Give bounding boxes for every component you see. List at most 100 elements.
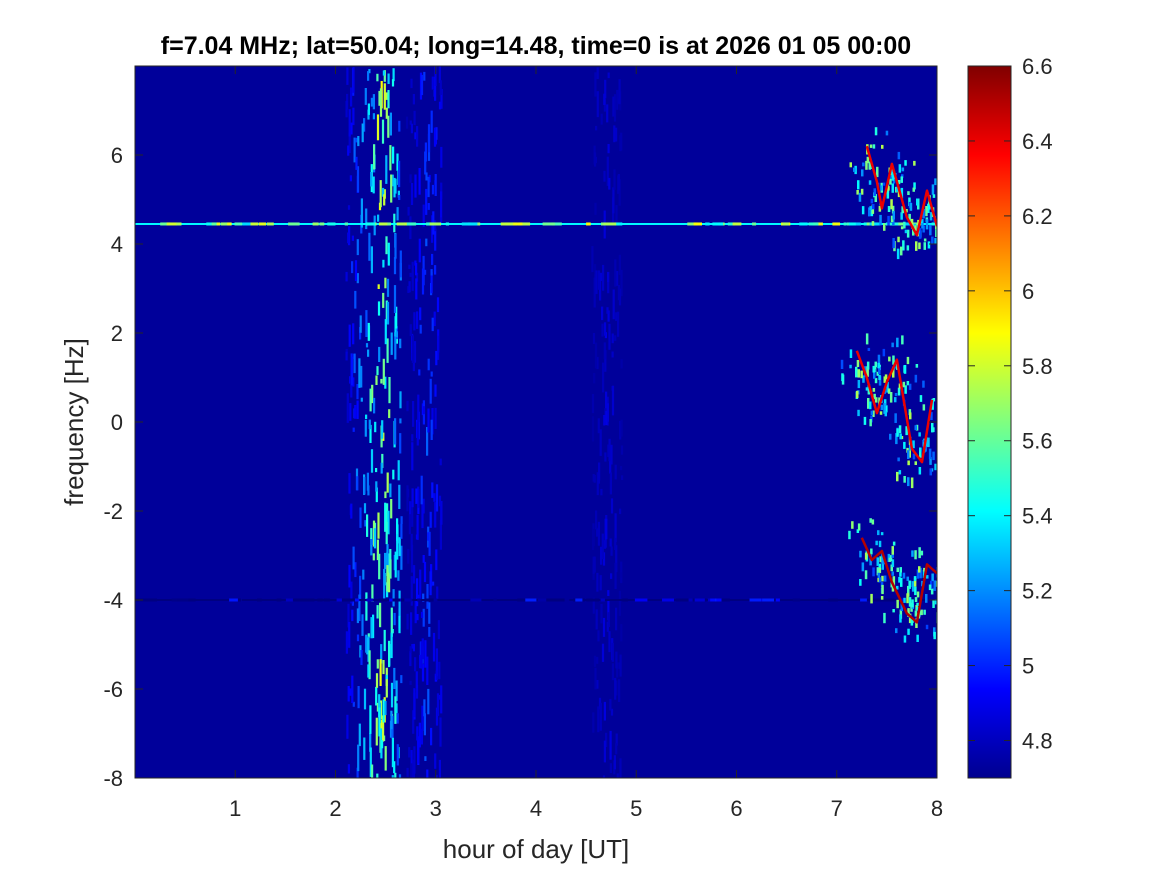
heatmap-cell — [431, 482, 434, 498]
heatmap-cell — [613, 94, 617, 122]
heatmap-cell — [925, 624, 929, 630]
line-segment — [898, 222, 906, 226]
heatmap-cell — [348, 324, 351, 347]
heatmap-cell — [356, 239, 359, 256]
heatmap-cell — [620, 269, 623, 297]
heatmap-cell — [896, 599, 899, 609]
heatmap-cell — [411, 644, 414, 649]
heatmap-cell — [620, 419, 623, 437]
heatmap-feature-doppler-trace — [849, 127, 937, 260]
heatmap-cell — [925, 206, 928, 217]
heatmap-cell — [434, 66, 437, 86]
heatmap-cell — [431, 184, 435, 195]
heatmap-cell — [439, 520, 442, 550]
heatmap-cell — [864, 552, 868, 560]
heatmap-cell — [912, 453, 916, 460]
heatmap-cell — [610, 444, 613, 465]
heatmap-cell — [384, 491, 387, 499]
heatmap-cell — [892, 238, 895, 249]
heatmap-cell — [382, 187, 385, 197]
heatmap-cell — [931, 423, 934, 433]
line-segment — [445, 222, 449, 226]
heatmap-cell — [914, 550, 917, 560]
heatmap-cell — [951, 556, 954, 560]
heatmap-cell — [869, 206, 872, 210]
heatmap-cell — [603, 98, 606, 112]
heatmap-cell — [889, 178, 892, 185]
heatmap-cell — [848, 530, 851, 540]
heatmap-cell — [376, 73, 379, 82]
heatmap-cell — [941, 390, 944, 396]
heatmap-cell — [615, 312, 618, 321]
heatmap-cell — [872, 144, 876, 149]
heatmap-cell — [409, 174, 412, 183]
heatmap-cell — [599, 429, 602, 456]
heatmap-cell — [857, 180, 860, 190]
heatmap-cell — [883, 223, 886, 231]
heatmap-cell — [394, 332, 397, 360]
line-segment — [694, 598, 705, 602]
heatmap-cell — [349, 175, 352, 182]
heatmap-cell — [607, 144, 610, 154]
heatmap-cell — [892, 541, 896, 546]
heatmap-cell — [615, 651, 618, 669]
heatmap-cell — [410, 576, 413, 606]
heatmap-cell — [840, 359, 844, 369]
heatmap-cell — [598, 462, 601, 481]
heatmap-cell — [908, 409, 912, 416]
heatmap-cell — [878, 577, 882, 583]
heatmap-cell — [603, 170, 606, 182]
heatmap-cell — [868, 161, 871, 170]
heatmap-cell — [345, 351, 348, 361]
heatmap-cell — [440, 191, 443, 221]
heatmap-cell — [940, 444, 943, 451]
heatmap-cell — [854, 165, 857, 175]
line-segment — [752, 222, 757, 226]
heatmap-cell — [932, 451, 935, 461]
heatmap-feature-doppler-trace — [840, 333, 944, 489]
heatmap-cell — [390, 632, 393, 659]
heatmap-cell — [411, 488, 414, 508]
heatmap-cell — [397, 460, 400, 481]
heatmap-cell — [898, 470, 902, 475]
heatmap-cell — [931, 236, 934, 244]
heatmap-cell — [367, 633, 370, 638]
heatmap-cell — [357, 136, 360, 147]
heatmap-cell — [353, 137, 356, 163]
heatmap-cell — [406, 613, 409, 630]
line-segment — [250, 222, 259, 226]
heatmap-cell — [395, 680, 398, 701]
heatmap-cell — [882, 182, 886, 186]
heatmap-cell — [862, 162, 865, 167]
heatmap-cell — [365, 343, 369, 348]
heatmap-cell — [385, 300, 388, 325]
heatmap-cell — [872, 410, 875, 417]
heatmap-cell — [415, 488, 418, 504]
heatmap-cell — [418, 238, 421, 263]
heatmap-cell — [408, 513, 411, 535]
heatmap-cell — [384, 277, 387, 289]
heatmap-cell — [881, 584, 884, 595]
line-segment — [160, 222, 171, 226]
heatmap-cell — [897, 457, 900, 462]
heatmap-cell — [592, 333, 596, 344]
heatmap-cell — [861, 562, 865, 572]
heatmap-cell — [905, 426, 908, 436]
heatmap-cell — [897, 151, 901, 160]
heatmap-cell — [415, 671, 418, 688]
heatmap-cell — [371, 764, 374, 778]
heatmap-cell — [877, 354, 881, 366]
heatmap-cell — [389, 112, 392, 136]
heatmap-cell — [866, 366, 869, 377]
heatmap-cell — [390, 332, 393, 355]
line-segment — [762, 598, 774, 602]
heatmap-cell — [383, 70, 386, 82]
line-segment — [614, 222, 620, 226]
heatmap-cell — [861, 206, 865, 215]
heatmap-cell — [601, 323, 604, 337]
heatmap-cell — [393, 257, 397, 275]
heatmap-cell — [410, 533, 413, 551]
heatmap-cell — [615, 733, 618, 746]
heatmap-cell — [892, 216, 895, 225]
heatmap-cell — [416, 514, 419, 540]
